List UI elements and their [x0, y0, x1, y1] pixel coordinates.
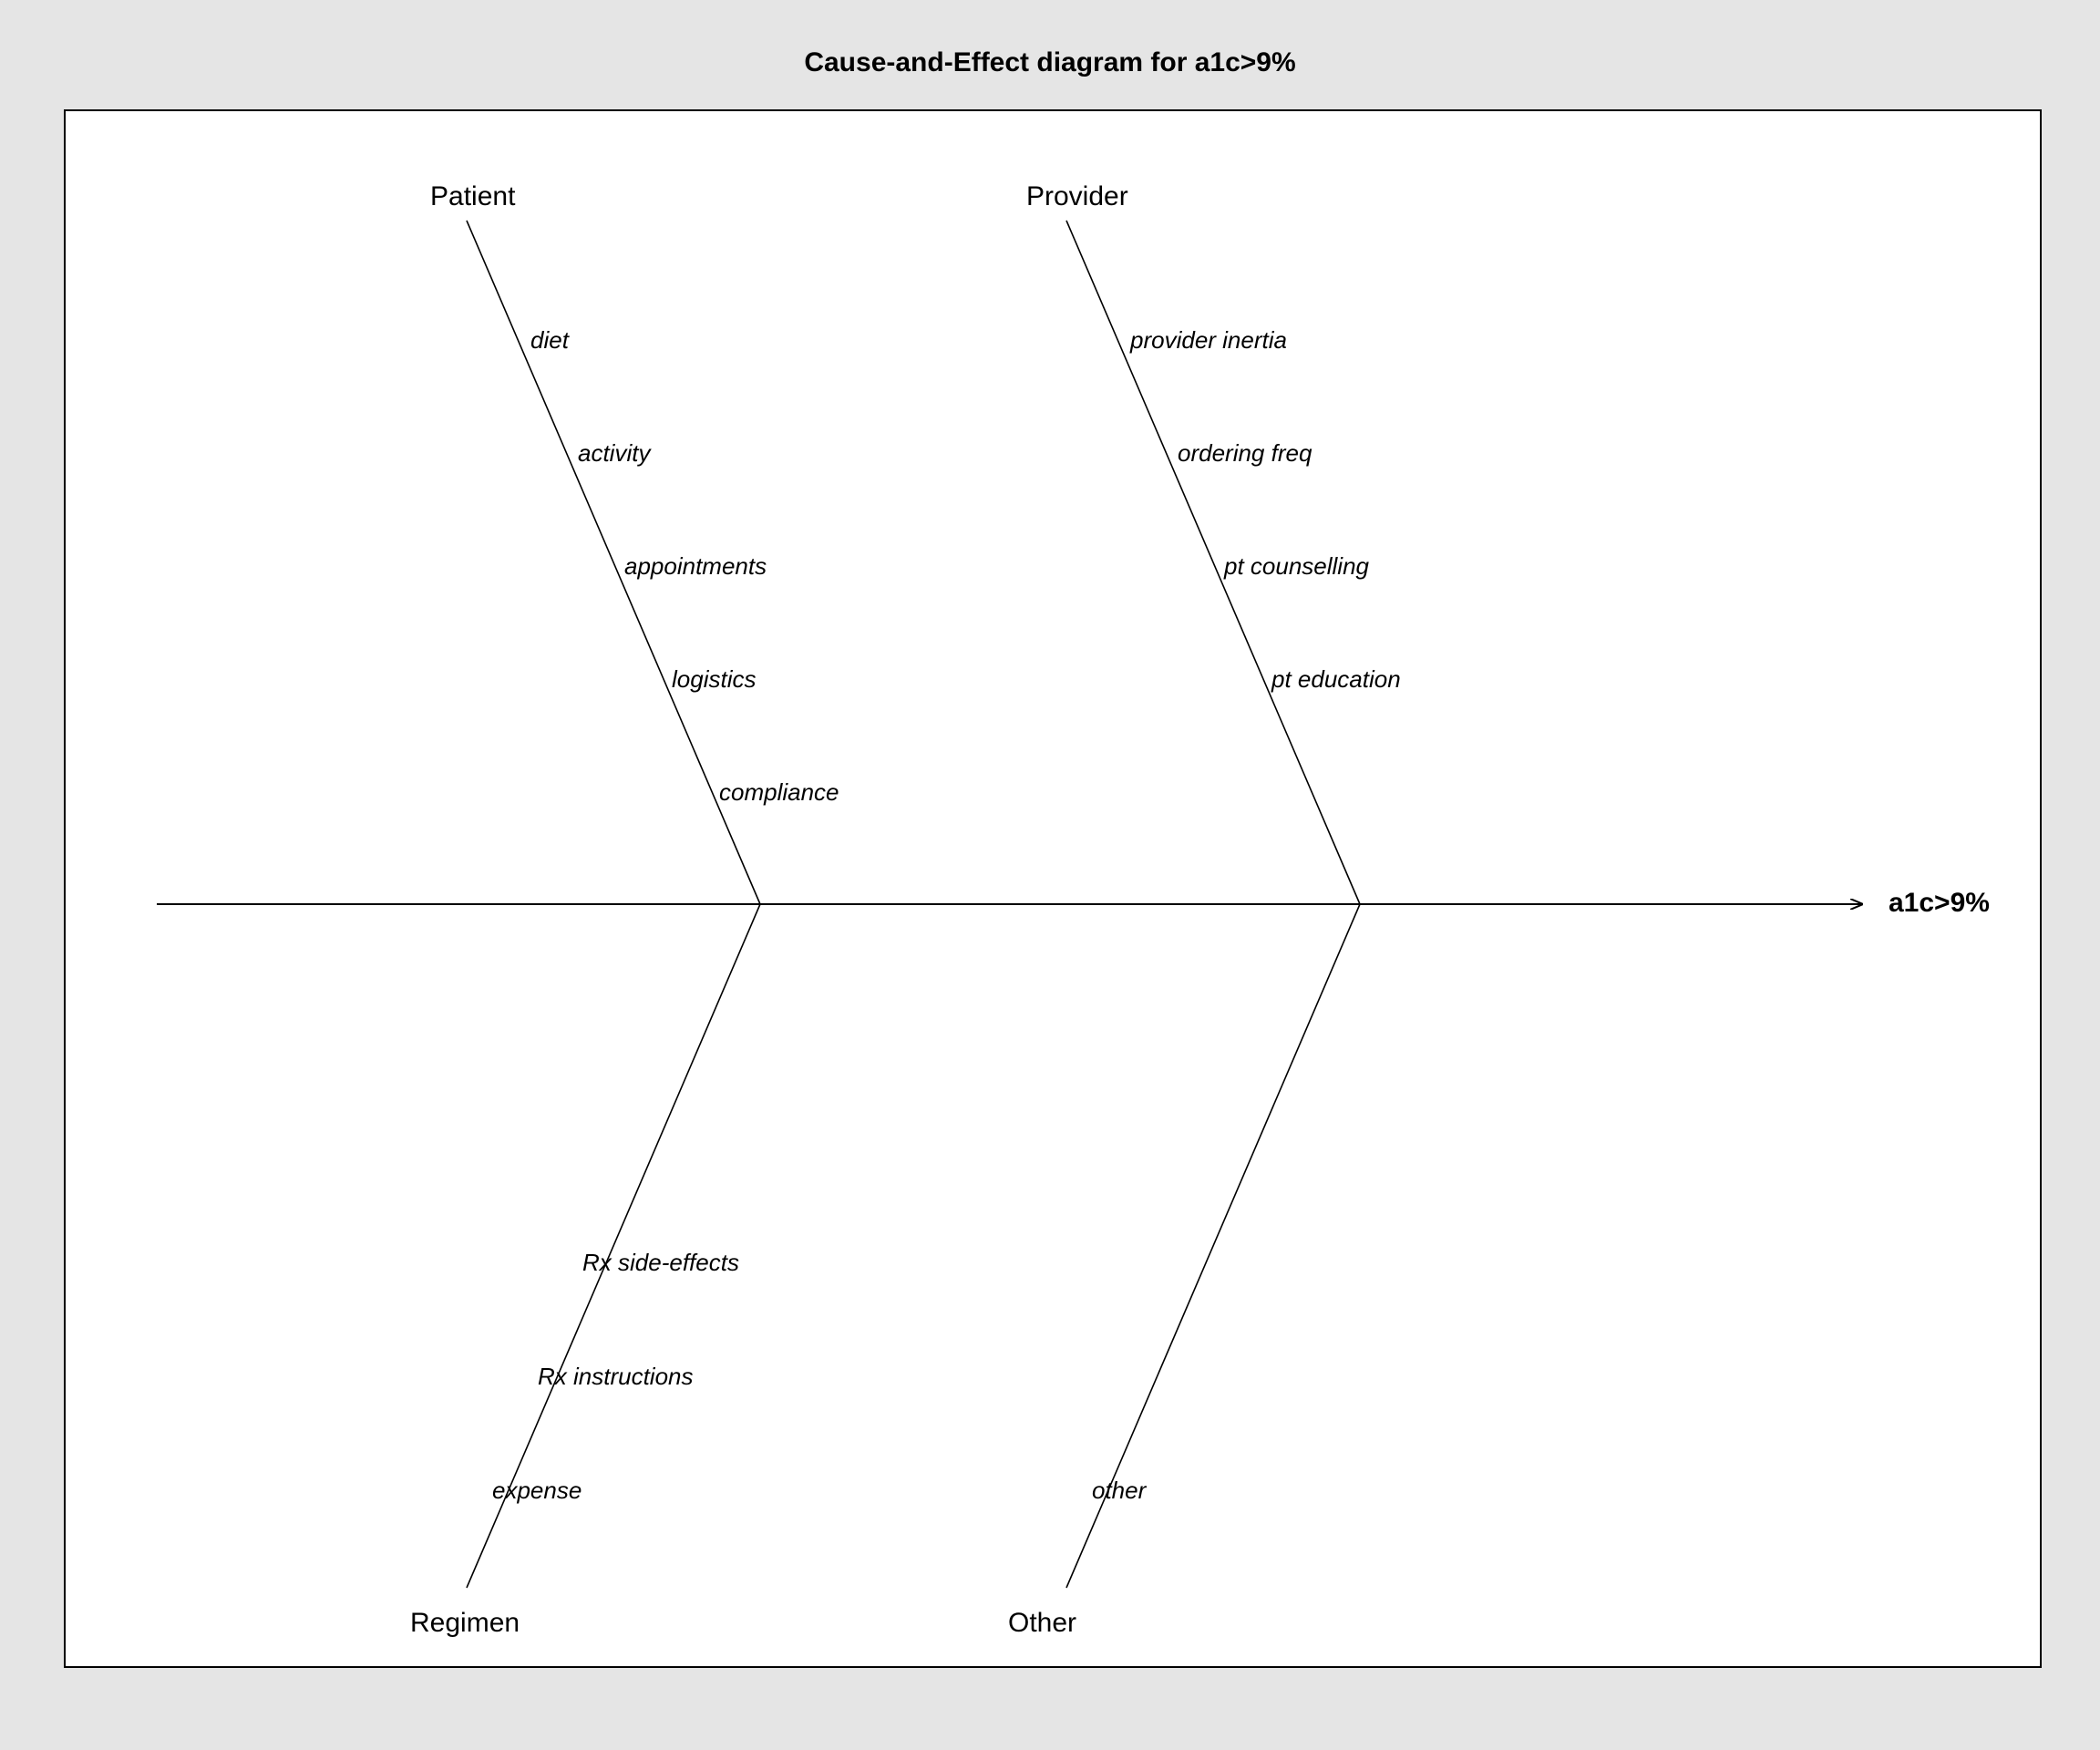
diagram-title: Cause-and-Effect diagram for a1c>9%: [0, 47, 2100, 78]
cause-label-patient-0: diet: [530, 326, 571, 354]
cause-label-patient-1: activity: [578, 439, 652, 467]
cause-label-other-0: other: [1092, 1477, 1148, 1504]
fishbone-svg: a1c>9% Patient diet activity appointments log…: [66, 111, 2043, 1670]
cause-label-provider-2: pt counselling: [1223, 552, 1370, 580]
category-label-patient: Patient: [430, 181, 516, 211]
cause-label-provider-1: ordering freq: [1178, 439, 1312, 467]
cause-label-regimen-0: Rx side-effects: [582, 1249, 739, 1276]
page-root: Cause-and-Effect diagram for a1c>9% a1c>…: [0, 0, 2100, 1750]
cause-label-provider-0: provider inertia: [1129, 326, 1287, 354]
category-label-regimen: Regimen: [410, 1608, 520, 1638]
category-label-provider: Provider: [1026, 181, 1128, 211]
cause-label-patient-2: appointments: [624, 552, 767, 580]
cause-label-regimen-1: Rx instructions: [538, 1363, 694, 1390]
category-label-other: Other: [1008, 1608, 1076, 1638]
cause-label-provider-3: pt education: [1271, 665, 1401, 693]
cause-label-regimen-2: expense: [492, 1477, 582, 1504]
diagram-panel: a1c>9% Patient diet activity appointments log…: [64, 109, 2042, 1668]
cause-label-patient-4: compliance: [719, 778, 839, 806]
effect-label: a1c>9%: [1889, 888, 1990, 918]
cause-label-patient-3: logistics: [672, 665, 756, 693]
